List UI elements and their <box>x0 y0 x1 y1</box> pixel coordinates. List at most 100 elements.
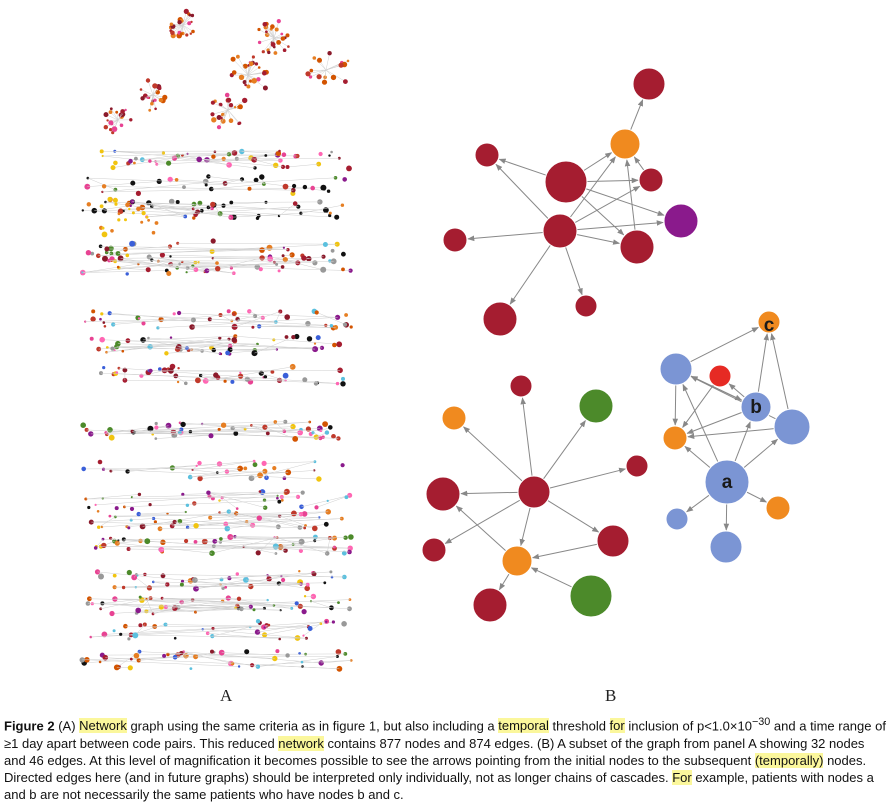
network-edge <box>206 177 336 186</box>
network-node <box>99 204 104 209</box>
network-node <box>226 509 231 514</box>
network-edge <box>166 350 203 354</box>
network-node <box>344 313 348 317</box>
network-edge <box>82 263 139 273</box>
network-edge <box>310 600 339 603</box>
network-edge <box>194 571 331 581</box>
network-node <box>108 245 114 252</box>
network-node <box>270 42 276 47</box>
network-edge <box>208 492 266 508</box>
network-node <box>179 32 183 36</box>
network-node <box>294 333 300 340</box>
network-edge <box>143 335 236 341</box>
network-node <box>89 336 94 341</box>
network-edge <box>98 339 235 350</box>
network-node <box>227 576 232 581</box>
directed-edge <box>519 507 531 547</box>
network-node <box>102 366 106 370</box>
network-edge <box>182 13 190 26</box>
network-edge <box>177 600 223 608</box>
network-node <box>125 253 130 258</box>
network-node <box>112 573 117 578</box>
network-node <box>117 539 120 542</box>
network-edge <box>199 157 340 160</box>
network-node <box>129 118 133 122</box>
network-node <box>313 534 318 540</box>
network-edge <box>310 600 332 609</box>
network-node <box>256 515 262 521</box>
network-edge <box>325 64 342 71</box>
network-node <box>130 180 136 186</box>
network-edge <box>229 577 302 585</box>
network-edge <box>227 524 253 529</box>
network-edge <box>142 207 337 218</box>
network-edge <box>86 429 212 437</box>
network-edge <box>118 267 149 270</box>
directed-edge <box>547 500 600 533</box>
directed-edge <box>444 499 521 544</box>
network-node <box>284 314 290 320</box>
network-node <box>197 200 203 206</box>
network-node <box>127 637 131 641</box>
network-edge <box>146 598 154 614</box>
network-edge <box>156 159 255 165</box>
network-edge <box>221 652 288 656</box>
network-node <box>342 322 348 327</box>
network-edge <box>307 69 327 75</box>
network-edge <box>85 319 162 322</box>
network-node <box>331 434 336 439</box>
network-edge <box>94 205 131 211</box>
network-edge <box>109 260 218 269</box>
network-node <box>110 165 116 171</box>
network-node <box>89 635 93 639</box>
directed-edge <box>498 573 510 591</box>
network-edge <box>82 656 196 661</box>
network-node <box>340 463 345 468</box>
network-node <box>320 266 327 273</box>
network-edge <box>87 177 226 184</box>
network-node <box>292 436 299 442</box>
network-edge <box>148 202 195 205</box>
network-node <box>307 626 313 631</box>
network-node <box>224 585 228 589</box>
graph-node <box>619 229 655 265</box>
network-node <box>257 40 262 45</box>
network-edge <box>211 537 278 554</box>
network-node <box>101 542 107 549</box>
network-edge <box>212 109 229 115</box>
network-node <box>213 372 219 378</box>
directed-edge <box>633 156 645 171</box>
network-edge <box>213 153 230 157</box>
network-edge <box>269 256 324 271</box>
network-node <box>301 609 307 615</box>
network-edge <box>174 521 197 526</box>
network-node <box>303 526 307 530</box>
graph-node <box>578 388 614 424</box>
network-node <box>101 184 107 189</box>
network-node <box>237 122 241 126</box>
network-node <box>329 570 333 574</box>
network-node <box>124 218 127 222</box>
network-edge <box>138 607 175 611</box>
network-edge <box>142 153 188 160</box>
network-node <box>167 176 173 183</box>
network-edge <box>181 601 332 609</box>
network-node <box>180 421 186 428</box>
network-node <box>340 203 345 207</box>
network-edge <box>86 659 240 667</box>
network-node <box>154 107 157 111</box>
network-node <box>204 183 208 187</box>
network-node <box>270 24 275 29</box>
network-node <box>106 119 109 122</box>
directed-edge <box>687 428 775 439</box>
directed-edge <box>770 333 789 410</box>
network-node <box>88 431 94 437</box>
network-node <box>220 422 227 428</box>
network-node <box>313 434 319 440</box>
network-node <box>272 543 279 550</box>
network-node <box>197 460 202 466</box>
network-node <box>239 371 242 374</box>
network-node <box>117 218 121 222</box>
network-node <box>273 51 278 55</box>
network-node <box>170 30 175 36</box>
